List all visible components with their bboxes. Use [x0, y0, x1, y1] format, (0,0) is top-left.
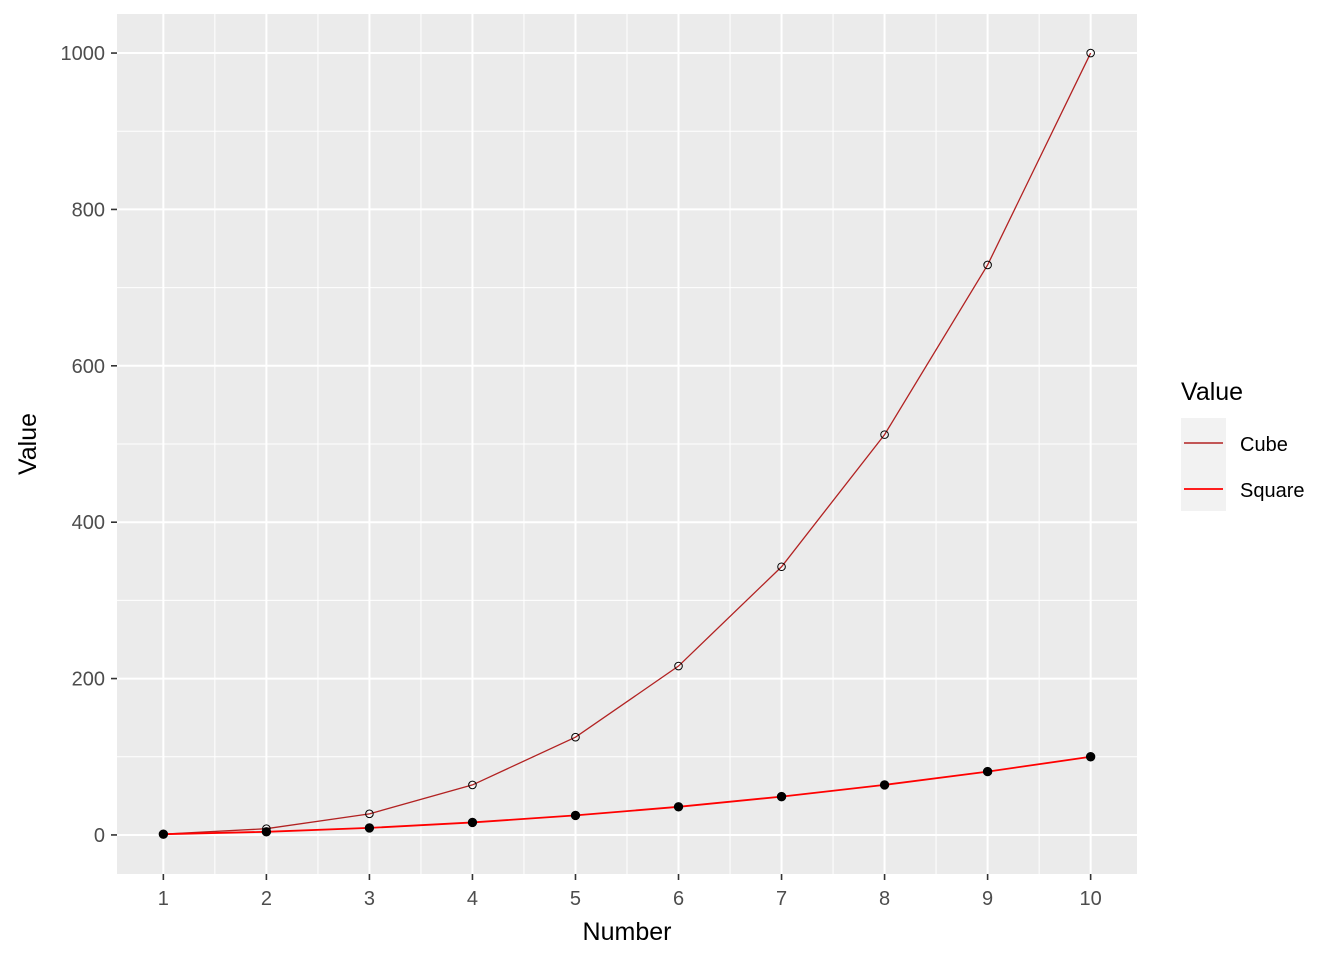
data-point-square	[158, 829, 169, 839]
data-point-cube	[674, 661, 683, 671]
series-line-cube	[163, 52, 1092, 835]
y-tick-label: 200	[72, 669, 105, 691]
data-point-cube	[365, 809, 374, 819]
data-point-square	[467, 817, 478, 828]
x-tick-label: 8	[879, 888, 890, 910]
data-point-cube	[1086, 48, 1095, 58]
x-tick-label: 1	[158, 888, 169, 910]
legend: Value Cube Square	[1181, 378, 1305, 511]
data-point-square	[1085, 752, 1096, 762]
y-tick-label: 600	[72, 356, 105, 378]
data-point-cube	[880, 430, 889, 439]
legend-label-cube: Cube	[1240, 434, 1288, 456]
data-point-square	[364, 823, 375, 833]
x-tick-label: 2	[261, 888, 272, 910]
x-tick-label: 4	[467, 888, 478, 910]
x-tick-label: 5	[570, 888, 581, 910]
series-line-square	[163, 755, 1091, 836]
y-tick-label: 800	[72, 199, 105, 221]
series-lines	[163, 52, 1092, 836]
data-point-cube	[777, 562, 786, 572]
y-axis-title: Value	[14, 413, 42, 475]
y-tick-label: 0	[94, 825, 105, 847]
grid-lines	[117, 14, 1137, 874]
x-tick-label: 7	[776, 888, 787, 910]
legend-label-square: Square	[1240, 480, 1305, 502]
x-axis-ticks: 1 2 3 4 5 6 7 8 9 10	[158, 874, 1102, 910]
data-point-cube	[468, 780, 477, 790]
y-tick-label: 400	[72, 512, 105, 534]
data-point-cube	[983, 260, 992, 270]
data-point-square	[570, 810, 581, 821]
series-points	[158, 48, 1096, 839]
legend-key-background	[1181, 418, 1226, 511]
data-point-square	[879, 780, 890, 790]
x-tick-label: 3	[364, 888, 375, 910]
data-point-cube	[571, 732, 580, 742]
x-tick-label: 6	[673, 888, 684, 910]
x-tick-label: 9	[982, 888, 993, 910]
data-point-square	[982, 766, 993, 777]
data-point-square	[673, 802, 684, 812]
x-axis-title: Number	[583, 918, 672, 946]
y-tick-label: 1000	[61, 43, 106, 65]
x-tick-label: 10	[1080, 888, 1102, 910]
y-axis-ticks: 0 200 400 600 800 1000	[61, 43, 117, 847]
data-point-square	[776, 791, 787, 802]
legend-title: Value	[1181, 378, 1243, 406]
data-point-square	[261, 827, 272, 837]
